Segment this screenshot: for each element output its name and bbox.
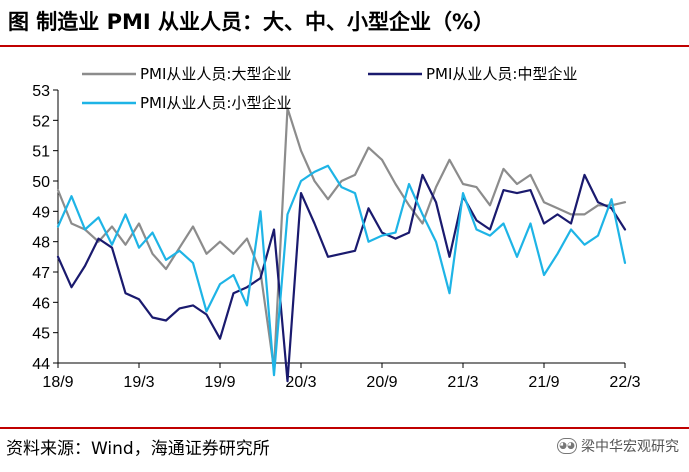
- wechat-icon: ◕◕: [557, 438, 577, 454]
- line-chart: 44 45 46 47 48 49 50 51 52 53 18/9 19/3 19/9 20/3 20/9…: [32, 65, 640, 391]
- y-tick-label: 49: [32, 204, 50, 221]
- watermark-text: 梁中华宏观研究: [581, 439, 679, 455]
- series-line-small: [56, 164, 627, 377]
- x-tick-label: 18/9: [42, 374, 73, 391]
- x-tick-label: 22/3: [609, 374, 640, 391]
- source-note: 资料来源：Wind，海通证券研究所: [6, 439, 270, 459]
- title-divider: [0, 45, 689, 47]
- chart-title: 图 制造业 PMI 从业人员：大、中、小型企业（%）: [8, 10, 495, 34]
- x-tick-label: 20/3: [285, 374, 316, 391]
- y-tick-label: 46: [32, 295, 50, 312]
- x-tick-label: 19/3: [123, 374, 154, 391]
- legend-label-medium: PMI从业人员:中型企业: [426, 65, 577, 83]
- y-tick-label: 44: [32, 356, 50, 373]
- series-line-medium: [56, 173, 627, 383]
- y-tick-label: 50: [32, 174, 50, 191]
- y-tick-label: 52: [32, 113, 50, 130]
- series-layer: [56, 107, 627, 383]
- y-tick-label: 45: [32, 326, 50, 343]
- y-tick-label: 53: [32, 83, 50, 100]
- watermark: ◕◕ 梁中华宏观研究: [557, 436, 679, 456]
- series-line-large: [56, 107, 627, 371]
- source-divider: [0, 427, 689, 429]
- y-tick-label: 47: [32, 265, 50, 282]
- y-tick-label: 51: [32, 144, 50, 161]
- chart-legend: PMI从业人员:大型企业 PMI从业人员:中型企业 PMI从业人员:小型企业: [82, 65, 577, 112]
- x-tick-label: 20/9: [366, 374, 397, 391]
- legend-label-small: PMI从业人员:小型企业: [140, 94, 291, 112]
- chart-axes: 44 45 46 47 48 49 50 51 52 53 18/9 19/3 19/9 20/3 20/9…: [32, 83, 640, 391]
- x-tick-label: 19/9: [204, 374, 235, 391]
- legend-label-large: PMI从业人员:大型企业: [140, 65, 291, 83]
- x-tick-label: 21/3: [447, 374, 478, 391]
- x-tick-label: 21/9: [528, 374, 559, 391]
- y-tick-label: 48: [32, 235, 50, 252]
